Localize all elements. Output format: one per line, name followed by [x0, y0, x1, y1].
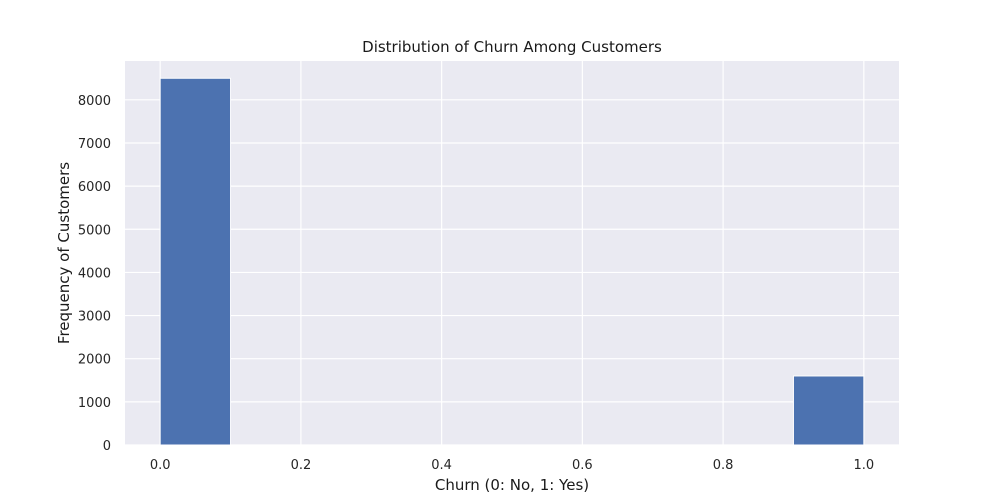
- x-tick-label: 1.0: [853, 458, 874, 473]
- histogram-bar: [792, 375, 865, 446]
- bars: [159, 77, 865, 446]
- grid-lines: [125, 61, 899, 446]
- x-tick-label: 0.6: [572, 458, 593, 473]
- y-tick-label: 1000: [78, 396, 111, 411]
- y-axis-label: Frequency of Customers: [55, 162, 73, 344]
- y-tick-label: 2000: [78, 353, 111, 368]
- y-tick-label: 0: [103, 439, 111, 454]
- histogram-bar: [159, 77, 232, 446]
- y-tick-label: 6000: [78, 180, 111, 195]
- x-tick-label: 0.4: [431, 458, 452, 473]
- y-tick-label: 5000: [78, 223, 111, 238]
- y-tick-label: 3000: [78, 310, 111, 325]
- y-tick-label: 7000: [78, 137, 111, 152]
- plot-background: [125, 61, 899, 445]
- x-tick-label: 0.8: [713, 458, 734, 473]
- y-tick-label: 8000: [78, 94, 111, 109]
- y-tick-label: 4000: [78, 266, 111, 281]
- y-tick-labels: 0 1000 2000 3000 4000 5000 6000 7000 8000: [78, 94, 111, 454]
- chart-title: Distribution of Churn Among Customers: [362, 38, 662, 56]
- x-axis-label: Churn (0: No, 1: Yes): [435, 476, 589, 494]
- x-tick-labels: 0.0 0.2 0.4 0.6 0.8 1.0: [150, 458, 874, 473]
- x-tick-label: 0.2: [291, 458, 312, 473]
- x-tick-label: 0.0: [150, 458, 171, 473]
